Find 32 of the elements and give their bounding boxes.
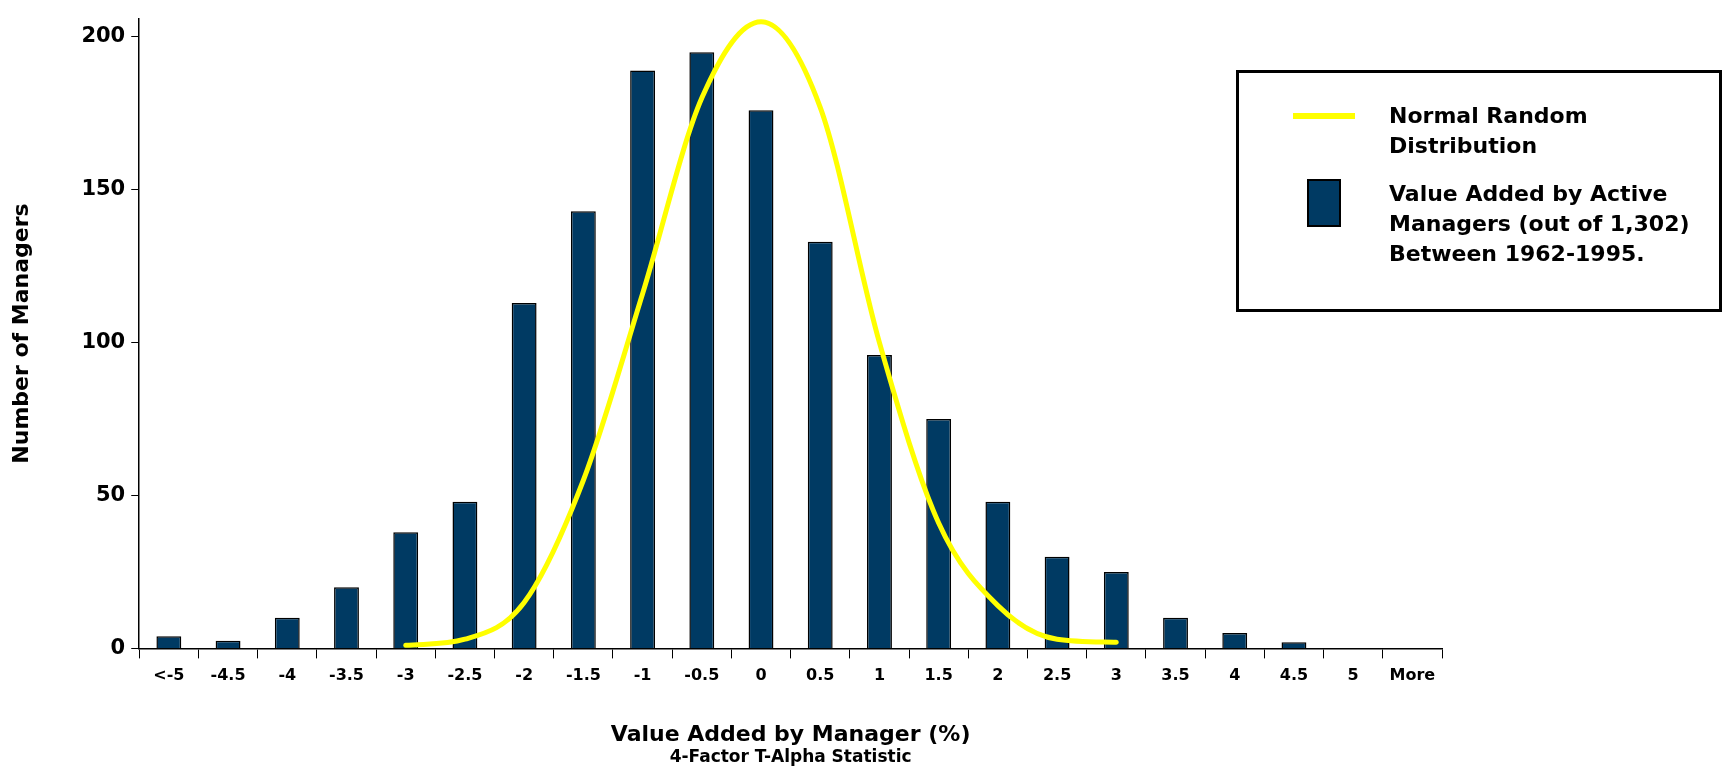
legend-label: Normal Random Distribution (1389, 102, 1589, 160)
legend-label: Value Added by Active Managers (out of 1,302) Between 1962-1995. (1389, 180, 1691, 268)
x-tick-label: 4 (1229, 665, 1241, 685)
y-tick-label: 50 (96, 481, 126, 506)
x-tick-label: -4.5 (210, 665, 246, 685)
x-tick-label: 1 (873, 665, 886, 685)
x-tick-label: -2.5 (447, 665, 483, 685)
x-tick-label: 2.5 (1042, 665, 1072, 685)
x-tick-label: -4 (278, 665, 297, 685)
x-tick-label: -3 (396, 665, 415, 685)
x-tick-label: 3 (1110, 665, 1122, 685)
x-tick-label: 0.5 (806, 665, 835, 685)
x-tick-label: -3.5 (329, 665, 364, 685)
x-tick-label: -1.5 (565, 665, 601, 685)
x-tick-label: -0.5 (684, 665, 720, 685)
x-tick-label: 5 (1347, 665, 1359, 685)
x-tick-label: 4.5 (1279, 665, 1309, 685)
x-axis-title: Value Added by Manager (%) (610, 720, 971, 746)
text: 4-Factor T-Alpha Statistic (669, 746, 912, 766)
y-tick-label: 100 (81, 329, 126, 354)
y-tick-label: 200 (81, 23, 126, 48)
x-tick-label: -1 (633, 665, 652, 685)
x-tick-label: -2 (515, 665, 534, 685)
x-tick-label: 3.5 (1161, 665, 1190, 685)
y-tick-label: 150 (81, 176, 126, 201)
x-tick-label: 0 (755, 665, 767, 685)
x-tick-label: More (1389, 665, 1436, 685)
x-tick-label: 1.5 (924, 665, 953, 685)
y-tick-label: 0 (110, 634, 126, 659)
x-tick-label: <-5 (153, 665, 185, 685)
x-tick-label: 2 (992, 665, 1004, 685)
y-axis-title: Number of Managers (7, 203, 33, 464)
